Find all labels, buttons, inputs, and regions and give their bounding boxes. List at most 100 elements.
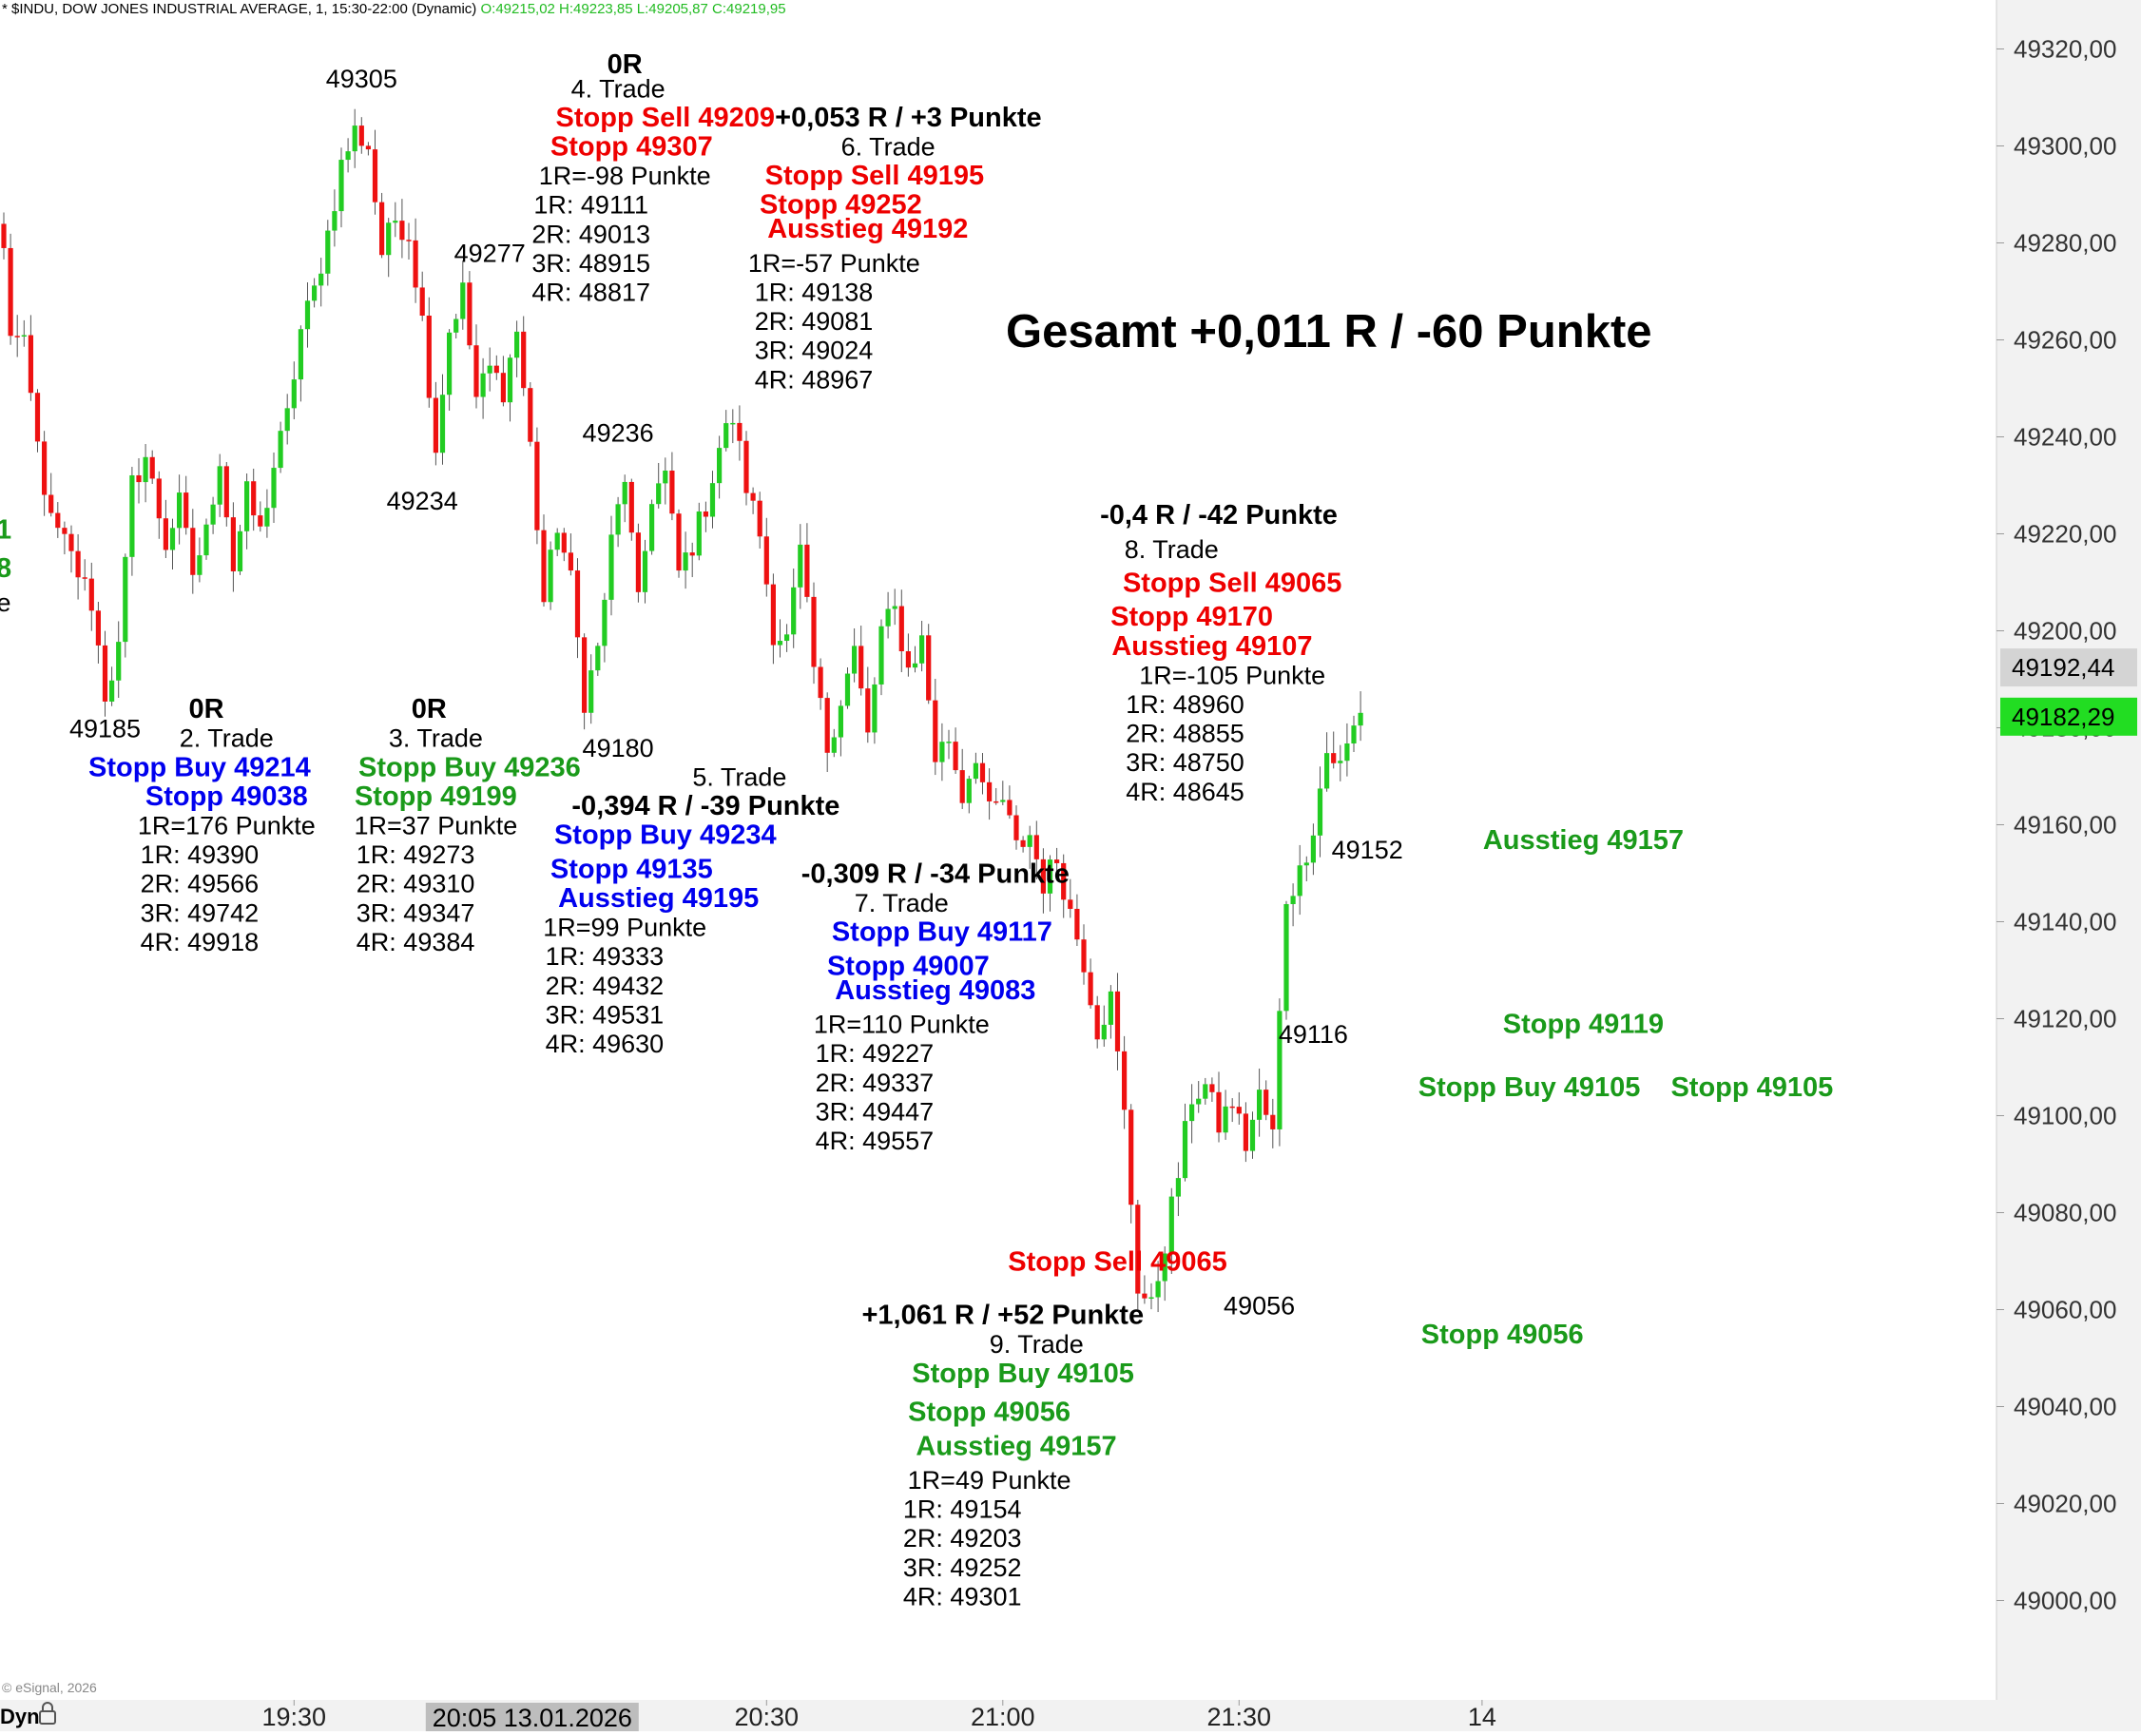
candle-body (116, 642, 122, 681)
candle (696, 502, 702, 561)
candle-body (95, 610, 101, 646)
trade-annotation-bold: Ausstieg 49157 (916, 1431, 1116, 1461)
candle-body (689, 552, 695, 556)
cursor-time-label: 20:05 13.01.2026 (433, 1704, 632, 1731)
candle (1310, 823, 1316, 876)
candle-body (588, 670, 594, 713)
candle (717, 435, 723, 499)
trade-annotation-bold: Stopp 49170 (1110, 602, 1273, 632)
candle-body (129, 474, 135, 557)
candle-body (898, 606, 904, 652)
trade-annotation-bold: -0,4 R / -42 Punkte (1100, 500, 1338, 530)
candle (75, 533, 81, 600)
x-tick-label: 21:00 (971, 1703, 1035, 1731)
trade-annotation-bold: Stopp 49056 (1421, 1320, 1584, 1350)
candle-body (1108, 991, 1113, 1025)
candle-body (156, 478, 162, 519)
candle (325, 220, 331, 286)
x-tick-label: 19:30 (262, 1703, 327, 1731)
trade-annotation: 3R: 49742 (141, 898, 260, 927)
trade-annotation-bold: +0,053 R / +3 Punkte (775, 103, 1041, 133)
candle-body (1351, 725, 1357, 744)
candle-body (1135, 1205, 1141, 1294)
trade-annotation-bold: 1 (0, 514, 11, 545)
trade-annotation: 4R: 49301 (903, 1582, 1022, 1611)
candle (210, 496, 216, 534)
trade-annotation-bold: Stopp Sell 49065 (1008, 1247, 1227, 1278)
candle-body (62, 528, 68, 534)
candle-body (426, 315, 432, 398)
trade-annotation: 1R: 49333 (546, 942, 665, 971)
candle (1013, 805, 1019, 850)
candle-body (419, 287, 425, 316)
candle-body (602, 599, 608, 646)
candle (453, 314, 459, 339)
candle-body (730, 422, 736, 425)
candle (156, 471, 162, 539)
candle-body (223, 466, 229, 518)
trade-annotation: 49180 (583, 734, 654, 762)
candle-body (1277, 1011, 1283, 1129)
candle (312, 278, 318, 308)
candle-body (8, 247, 13, 337)
candle-body (865, 688, 871, 733)
candle (1229, 1098, 1235, 1123)
candle-body (919, 635, 925, 664)
candle (1277, 998, 1283, 1147)
candle-body (1142, 1293, 1148, 1299)
candle (116, 621, 122, 699)
trade-annotation-bold: Stopp Buy 49214 (88, 752, 311, 782)
trade-annotation: 3R: 49531 (546, 1000, 665, 1029)
candle (844, 667, 851, 709)
candle (298, 325, 303, 402)
candle-body (1155, 1281, 1161, 1298)
candle (28, 315, 33, 401)
candle-body (163, 518, 168, 550)
candle (669, 452, 675, 521)
candle (811, 582, 817, 685)
candle-body (237, 530, 243, 571)
candle (568, 533, 573, 576)
candle-body (818, 666, 823, 699)
trade-annotation-bold: Stopp 49007 (827, 951, 990, 981)
candle-body (34, 393, 41, 442)
candle (1290, 883, 1296, 927)
candle (399, 199, 405, 259)
candle-body (548, 550, 553, 603)
candle-body (541, 530, 547, 603)
y-tick-label: 49220,00 (2014, 520, 2116, 549)
candle-body (177, 492, 183, 529)
candle-body (399, 221, 405, 241)
trade-annotation: 49056 (1224, 1291, 1295, 1320)
candle-body (784, 634, 790, 642)
candle-body (723, 423, 729, 449)
candle (258, 501, 263, 532)
y-tick-label: 49100,00 (2014, 1102, 2116, 1130)
trade-annotation: 4. Trade (571, 74, 665, 103)
candle (358, 117, 364, 154)
candle (217, 453, 222, 517)
candle-body (460, 282, 466, 319)
candle (1101, 1005, 1107, 1047)
candle-body (628, 481, 634, 533)
candle (393, 202, 398, 238)
trade-annotation-bold: Stopp 49199 (355, 781, 517, 812)
candle-body (892, 606, 897, 609)
candle (352, 108, 357, 168)
candle-body (615, 504, 621, 535)
candle (473, 324, 479, 409)
candle (784, 624, 790, 652)
chart-header: * $INDU, DOW JONES INDUSTRIAL AVERAGE, 1… (2, 1, 786, 17)
candle-body (312, 285, 318, 301)
candle-body (804, 544, 810, 597)
candle-body (791, 587, 797, 635)
candle-body (197, 555, 203, 575)
candle-body (55, 512, 61, 529)
trade-annotation-bold: Stopp Buy 49105 (912, 1359, 1134, 1389)
y-tick-label: 49060,00 (2014, 1296, 2116, 1324)
trade-annotation: 3R: 48915 (531, 249, 650, 278)
candle (763, 517, 769, 597)
candle-body (332, 211, 338, 231)
candle-body (1216, 1091, 1222, 1133)
